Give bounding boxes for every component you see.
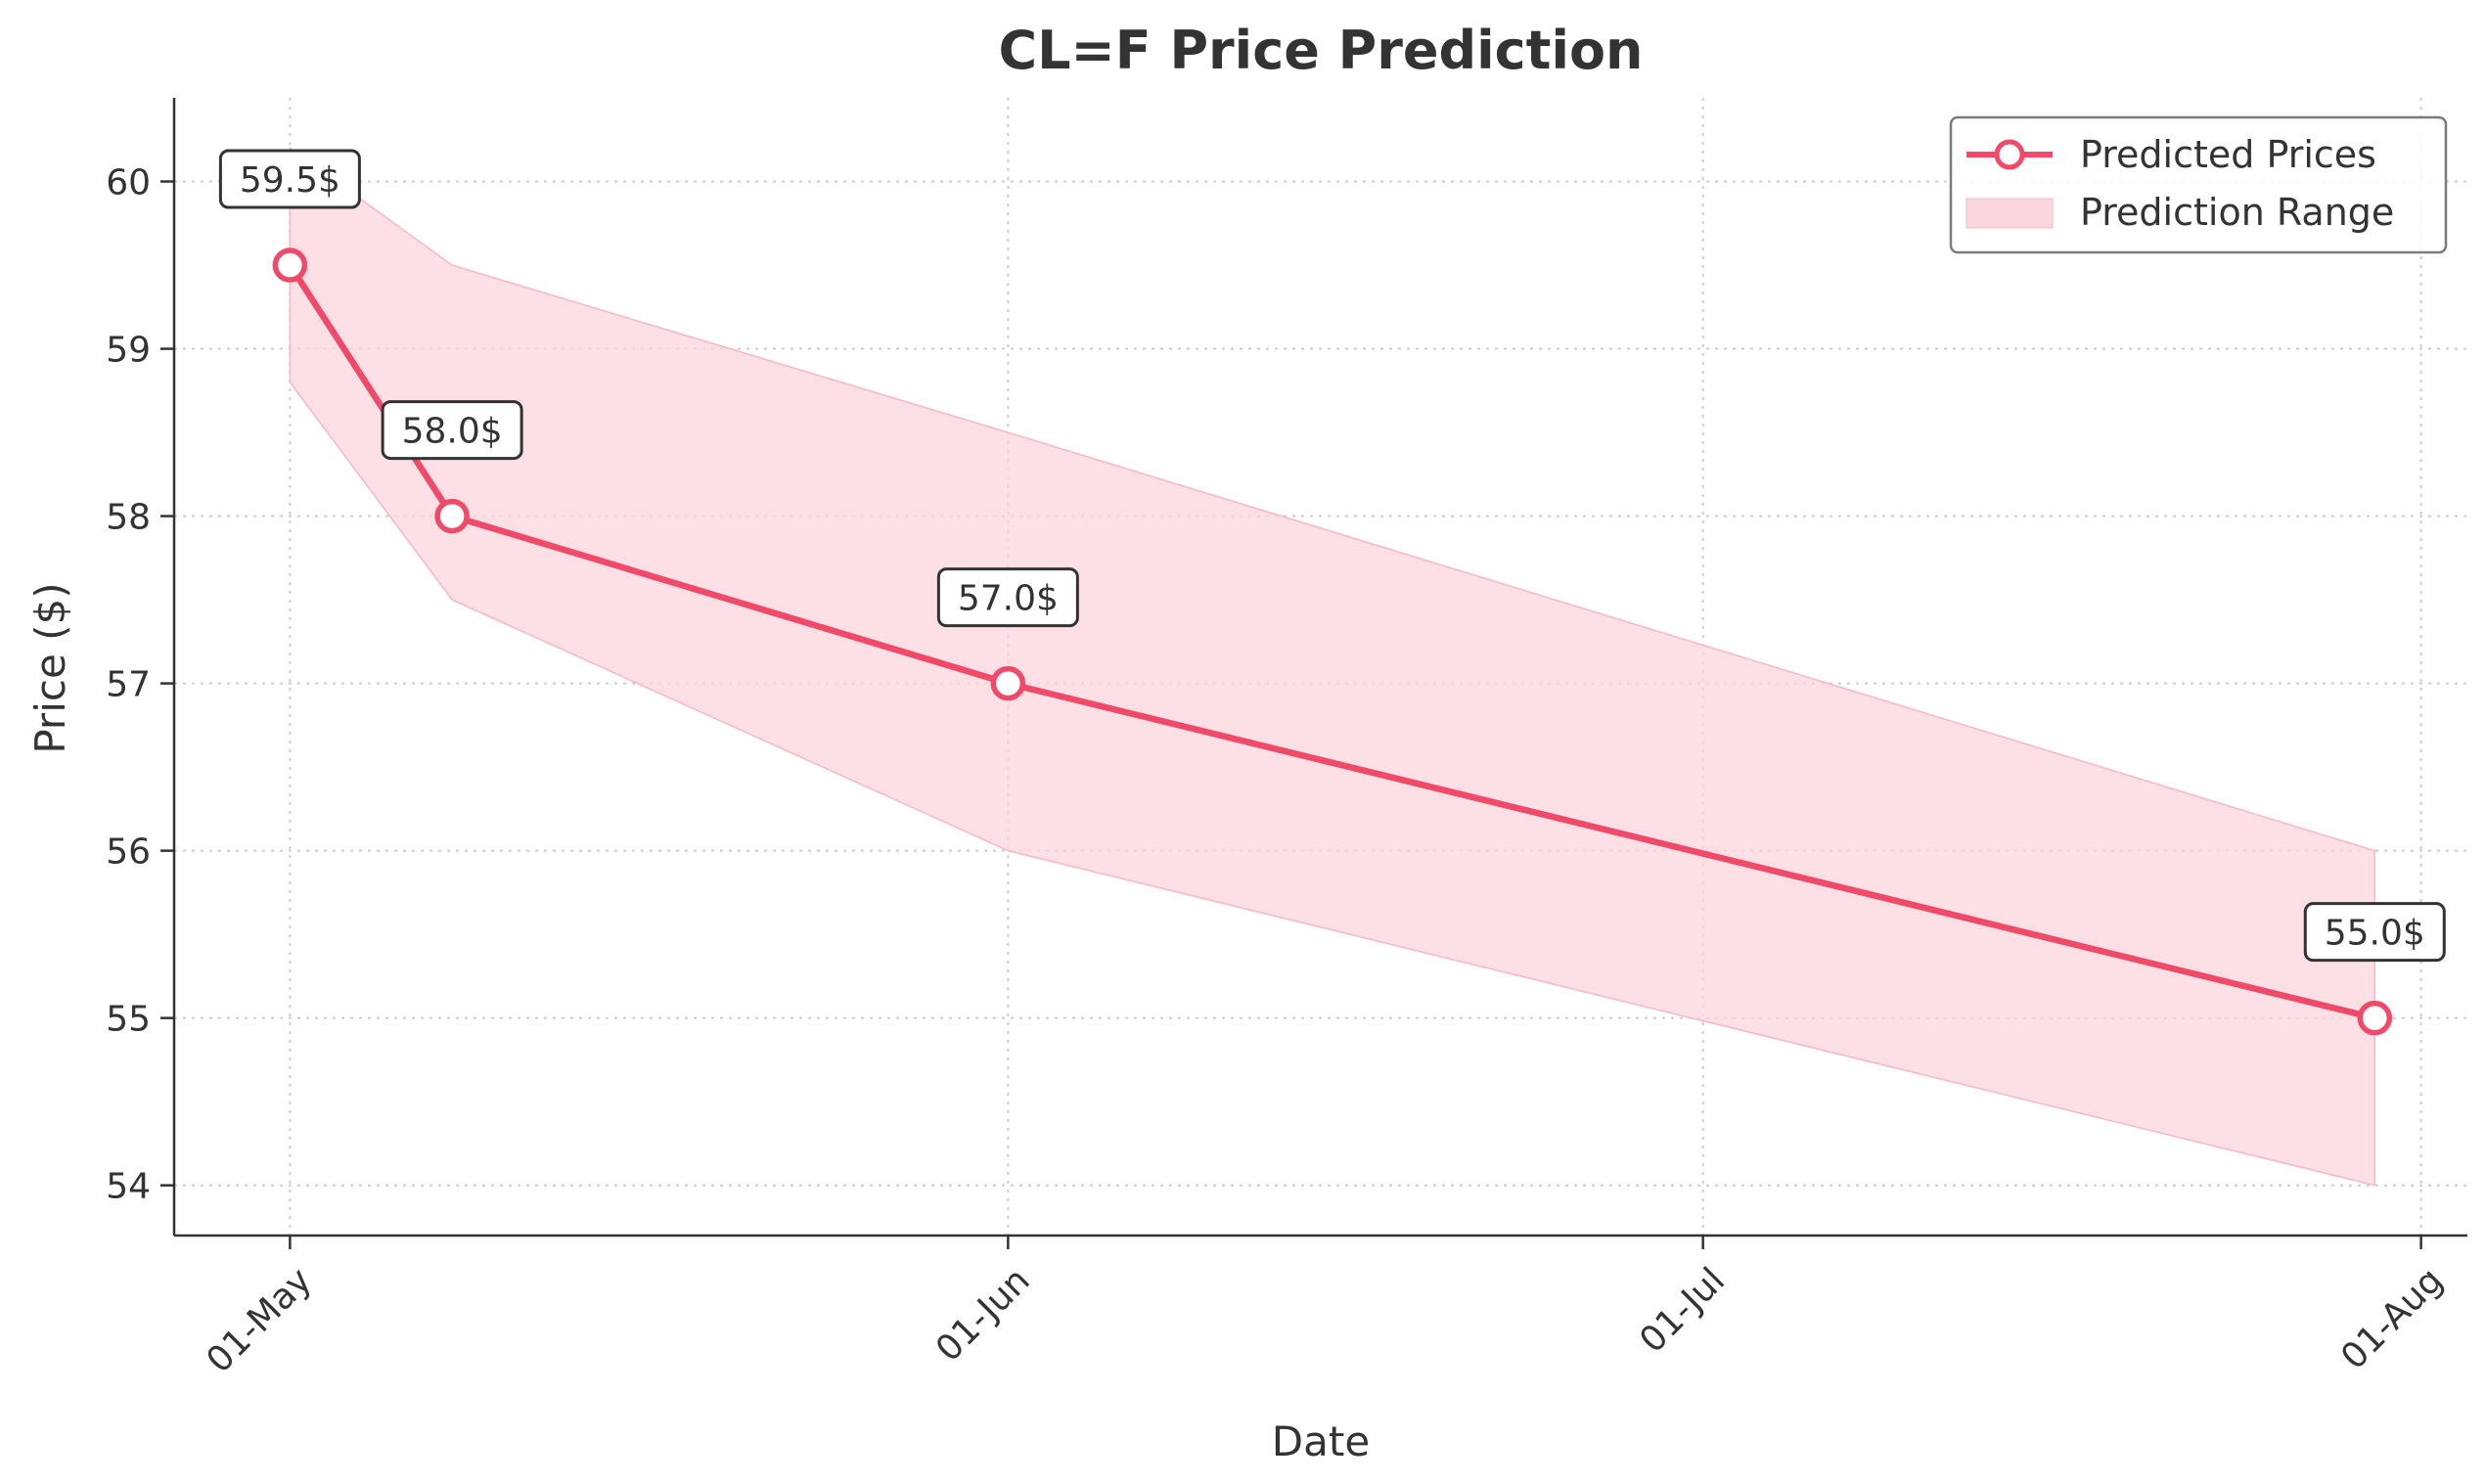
legend-prediction-range-swatch	[1965, 198, 2054, 229]
data-label: 58.0$	[381, 400, 523, 461]
y-tick-label: 54	[106, 1167, 151, 1207]
legend-predicted-prices-label: Predicted Prices	[2080, 133, 2376, 176]
data-label-box	[218, 149, 361, 209]
legend-prediction-range-label: Prediction Range	[2080, 191, 2394, 234]
data-label-box	[936, 567, 1079, 628]
legend-predicted-prices-marker	[1994, 139, 2025, 170]
data-points	[272, 247, 2393, 1036]
data-label: 55.0$	[2303, 902, 2446, 963]
y-axis-title: Price ($)	[26, 582, 74, 753]
y-tick-label: 59	[106, 331, 151, 371]
prediction-range-band	[289, 146, 2376, 1187]
x-axis-title: Date	[1272, 1417, 1370, 1465]
predicted-price-point	[272, 247, 308, 283]
data-label-box	[2303, 902, 2446, 963]
data-labels: 59.5$ 58.0$ 57.0$ 55.0$	[218, 149, 2446, 963]
data-label-text: 58.0$	[402, 412, 503, 452]
legend: Predicted Prices Prediction Range	[1949, 115, 2448, 254]
data-label-box	[381, 400, 523, 461]
data-label-text: 59.5$	[240, 160, 340, 201]
predicted-price-point	[2357, 1000, 2393, 1036]
chart-title: CL=F Price Prediction	[999, 20, 1644, 81]
data-label-text: 57.0$	[958, 579, 1059, 619]
data-label: 57.0$	[936, 567, 1079, 628]
data-label-text: 55.0$	[2325, 914, 2425, 954]
y-tick-label: 60	[106, 163, 151, 203]
y-tick-label: 55	[106, 1000, 151, 1040]
y-axis-ticks: 54 55 56 57 58 59 60	[106, 163, 174, 1207]
prediction-range-area	[289, 146, 2376, 1187]
legend-box	[1949, 115, 2448, 254]
data-label: 59.5$	[218, 149, 361, 209]
y-tick-label: 56	[106, 832, 151, 873]
y-tick-label: 57	[106, 665, 151, 705]
predicted-prices-polyline	[287, 263, 2376, 1021]
y-tick-label: 58	[106, 498, 151, 538]
predicted-price-point	[434, 498, 470, 534]
predicted-price-point	[990, 665, 1026, 701]
predicted-prices-line	[287, 263, 2376, 1021]
